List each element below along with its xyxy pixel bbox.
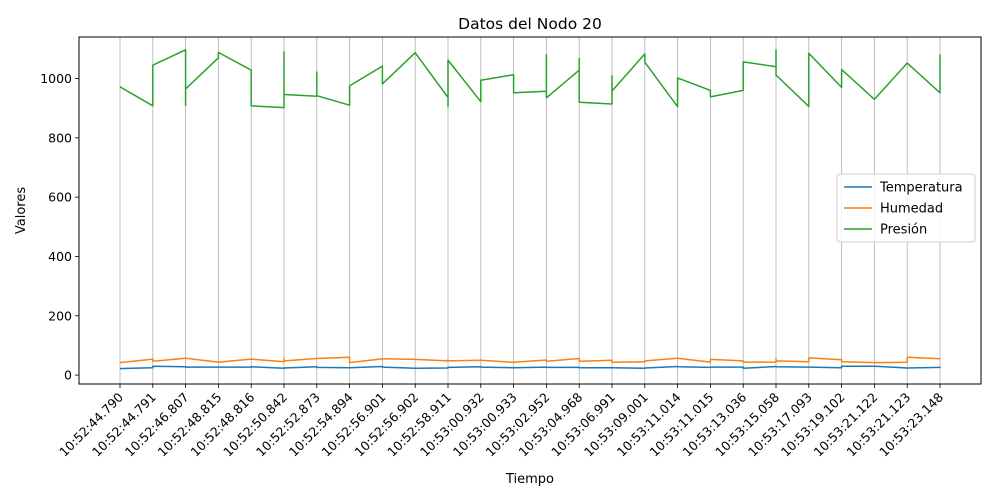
y-tick-label: 400 (48, 249, 72, 264)
legend-box (836, 173, 976, 243)
series-line (119, 49, 941, 109)
y-tick-label: 800 (48, 130, 72, 145)
plot-frame (78, 36, 982, 385)
y-tick-label: 1000 (40, 71, 72, 86)
y-tick-label: 0 (64, 368, 72, 383)
legend-label: Temperatura (879, 181, 963, 196)
series-layer (119, 49, 941, 370)
legend-label: Presión (880, 223, 927, 238)
chart-title: Datos del Nodo 20 (458, 15, 602, 33)
series-line (119, 356, 941, 364)
series-line (119, 365, 941, 370)
legend: Temperatura Humedad Presión (836, 173, 976, 243)
y-tick-label: 600 (48, 190, 72, 205)
legend-label: Humedad (880, 202, 943, 217)
y-tick-label: 200 (48, 308, 72, 323)
x-axis-label: Tiempo (505, 472, 554, 487)
y-axis-label: Valores (14, 187, 29, 234)
